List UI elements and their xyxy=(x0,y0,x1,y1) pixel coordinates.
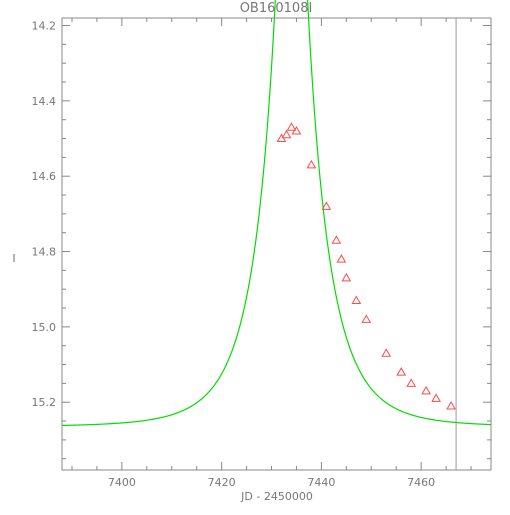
y-tick-label: 14.2 xyxy=(32,20,57,33)
data-point xyxy=(406,378,417,387)
data-point xyxy=(321,201,332,210)
data-point xyxy=(381,348,392,357)
data-point xyxy=(351,295,362,304)
data-point xyxy=(331,235,342,244)
data-point xyxy=(446,400,456,410)
chart-title: OB160108I xyxy=(240,1,313,16)
x-axis-label: JD - 2450000 xyxy=(240,490,313,503)
data-point xyxy=(396,367,407,376)
data-points xyxy=(276,122,456,410)
data-point xyxy=(306,159,317,169)
data-point xyxy=(431,393,441,402)
plot-frame xyxy=(61,17,492,471)
data-point xyxy=(341,272,352,282)
model-curve xyxy=(61,0,492,427)
data-point xyxy=(291,125,302,135)
y-tick-label: 15.2 xyxy=(32,396,57,409)
data-point xyxy=(281,129,292,139)
data-point xyxy=(361,314,372,323)
minor-ticks xyxy=(62,18,491,470)
y-axis-label: I xyxy=(12,252,15,265)
data-point xyxy=(421,385,432,395)
x-tick-label: 7440 xyxy=(307,476,335,489)
x-tick-label: 7400 xyxy=(108,476,136,489)
major-ticks xyxy=(62,18,491,470)
data-point xyxy=(336,254,347,263)
x-tick-label: 7460 xyxy=(407,476,435,489)
x-tick-label: 7420 xyxy=(208,476,236,489)
y-tick-label: 14.8 xyxy=(32,246,57,259)
y-tick-label: 14.4 xyxy=(32,95,57,108)
y-tick-label: 15.0 xyxy=(32,321,57,334)
tick-labels: 7400 7420 7440 7460 14.2 14.4 14.6 14.8 15.0 15.2 xyxy=(32,20,436,489)
data-point xyxy=(286,122,297,131)
y-tick-label: 14.6 xyxy=(32,170,57,183)
